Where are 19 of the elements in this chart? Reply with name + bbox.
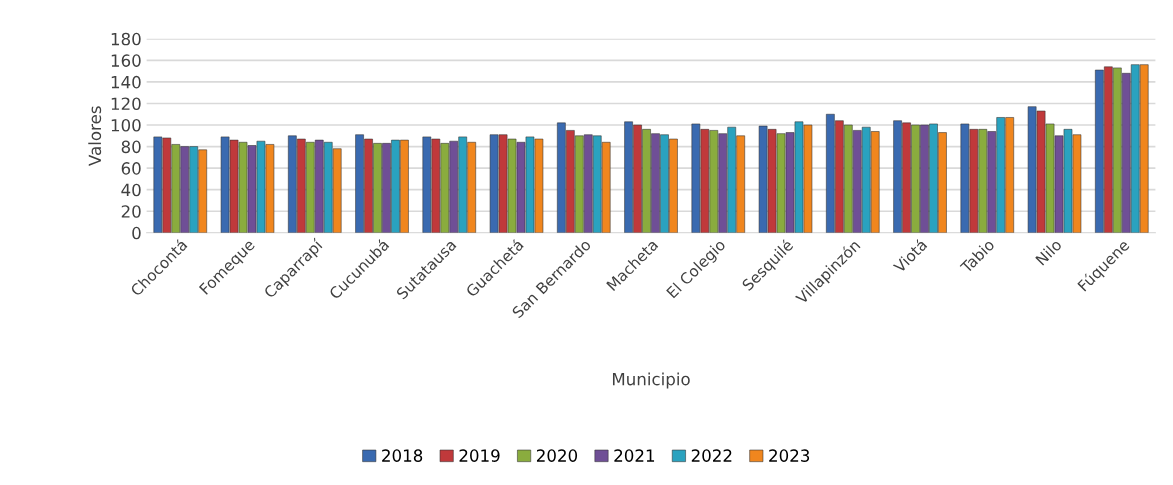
x-tick-label: Nilo bbox=[1034, 238, 1063, 266]
y-tick-label: 120 bbox=[111, 97, 141, 111]
y-tick-label: 0 bbox=[132, 226, 141, 240]
legend-label: 2020 bbox=[536, 449, 578, 462]
y-tick-label: 180 bbox=[111, 32, 141, 46]
legend-label: 2019 bbox=[459, 449, 500, 462]
y-tick-label: 60 bbox=[121, 162, 141, 175]
legend-label: 2021 bbox=[614, 449, 655, 462]
y-tick-label: 20 bbox=[121, 205, 141, 218]
y-axis-title: Valores bbox=[88, 106, 102, 166]
y-tick-label: 160 bbox=[111, 54, 141, 67]
legend-label: 2022 bbox=[691, 449, 732, 462]
legend-label: 2023 bbox=[769, 449, 810, 462]
y-tick-label: 100 bbox=[111, 118, 141, 132]
y-tick-label: 140 bbox=[111, 75, 141, 89]
x-axis-title: Municipio bbox=[612, 372, 690, 389]
legend-label: 2018 bbox=[382, 449, 423, 462]
y-tick-label: 40 bbox=[121, 183, 141, 197]
y-tick-label: 80 bbox=[121, 140, 141, 154]
